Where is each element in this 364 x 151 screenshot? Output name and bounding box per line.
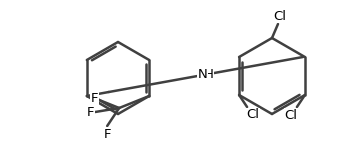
- Text: F: F: [90, 92, 98, 104]
- Text: N: N: [198, 68, 208, 81]
- Text: Cl: Cl: [246, 109, 260, 122]
- Text: H: H: [204, 68, 214, 81]
- Text: Cl: Cl: [273, 10, 286, 22]
- Text: F: F: [86, 106, 94, 119]
- Text: F: F: [103, 127, 111, 140]
- Text: Cl: Cl: [284, 109, 297, 122]
